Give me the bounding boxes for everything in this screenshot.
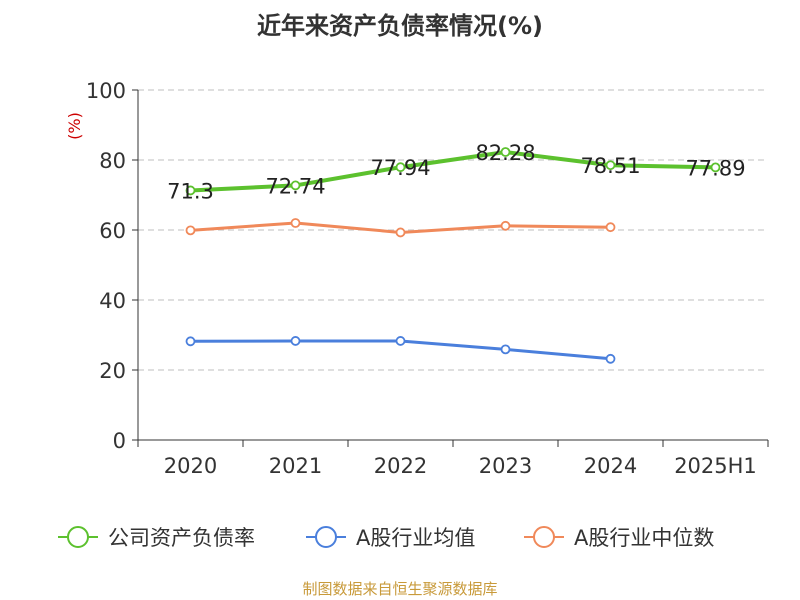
data-point xyxy=(395,162,406,173)
series-line xyxy=(190,150,716,193)
chart-title: 近年来资产负债率情况(%) xyxy=(257,12,543,40)
data-point xyxy=(290,180,301,191)
data-point xyxy=(395,336,406,346)
x-tick-label: 2024 xyxy=(584,454,637,478)
legend-label: 公司资产负债率 xyxy=(108,526,255,550)
legend-label: A股行业中位数 xyxy=(574,526,714,550)
y-tick-label: 40 xyxy=(99,289,126,313)
legend-label: A股行业均值 xyxy=(356,526,475,550)
data-label: 78.51 xyxy=(580,154,640,178)
y-tick-label: 60 xyxy=(99,219,126,243)
data-label: 77.94 xyxy=(370,156,430,180)
source-footer: 制图数据来自恒生聚源数据库 xyxy=(302,580,498,598)
y-tick-label: 20 xyxy=(99,359,126,383)
legend-marker xyxy=(67,526,89,548)
y-tick-label: 80 xyxy=(99,149,126,173)
data-point xyxy=(500,344,511,355)
data-label: 77.89 xyxy=(685,156,745,180)
data-point xyxy=(185,225,196,236)
x-tick-label: 2025H1 xyxy=(674,454,757,478)
data-point xyxy=(500,147,511,157)
x-tick-label: 2023 xyxy=(479,454,532,478)
y-tick-label: 100 xyxy=(86,79,126,103)
data-point xyxy=(605,222,616,233)
legend-marker xyxy=(315,526,337,548)
data-point xyxy=(290,336,301,346)
legend-marker xyxy=(533,526,555,548)
x-tick-label: 2022 xyxy=(374,454,427,478)
data-point xyxy=(605,160,616,171)
data-point xyxy=(605,353,616,364)
axes: 0 20 40 60 80 100(%) 2020 2021 2022 2023 2024 2025H… xyxy=(65,79,769,478)
legend: 公司资产负债率 A股行业均值 A股行业中位数 xyxy=(58,526,714,550)
series-lines xyxy=(185,147,721,364)
data-point xyxy=(185,185,196,196)
data-label: 71.3 xyxy=(167,179,214,203)
data-point xyxy=(185,336,196,347)
data-label: 82.28 xyxy=(475,141,535,165)
data-label: 72.74 xyxy=(265,174,325,198)
data-point xyxy=(710,162,721,173)
data-labels: 71.3 72.74 77.94 82.28 78.51 77.89 xyxy=(167,141,745,203)
data-point xyxy=(500,220,511,231)
x-tick-label: 2020 xyxy=(164,454,217,478)
data-point xyxy=(290,218,301,228)
y-axis-unit-label: (%) xyxy=(65,112,84,140)
x-tick-label: 2021 xyxy=(269,454,322,478)
y-tick-label: 0 xyxy=(113,429,126,453)
data-point xyxy=(395,227,406,238)
